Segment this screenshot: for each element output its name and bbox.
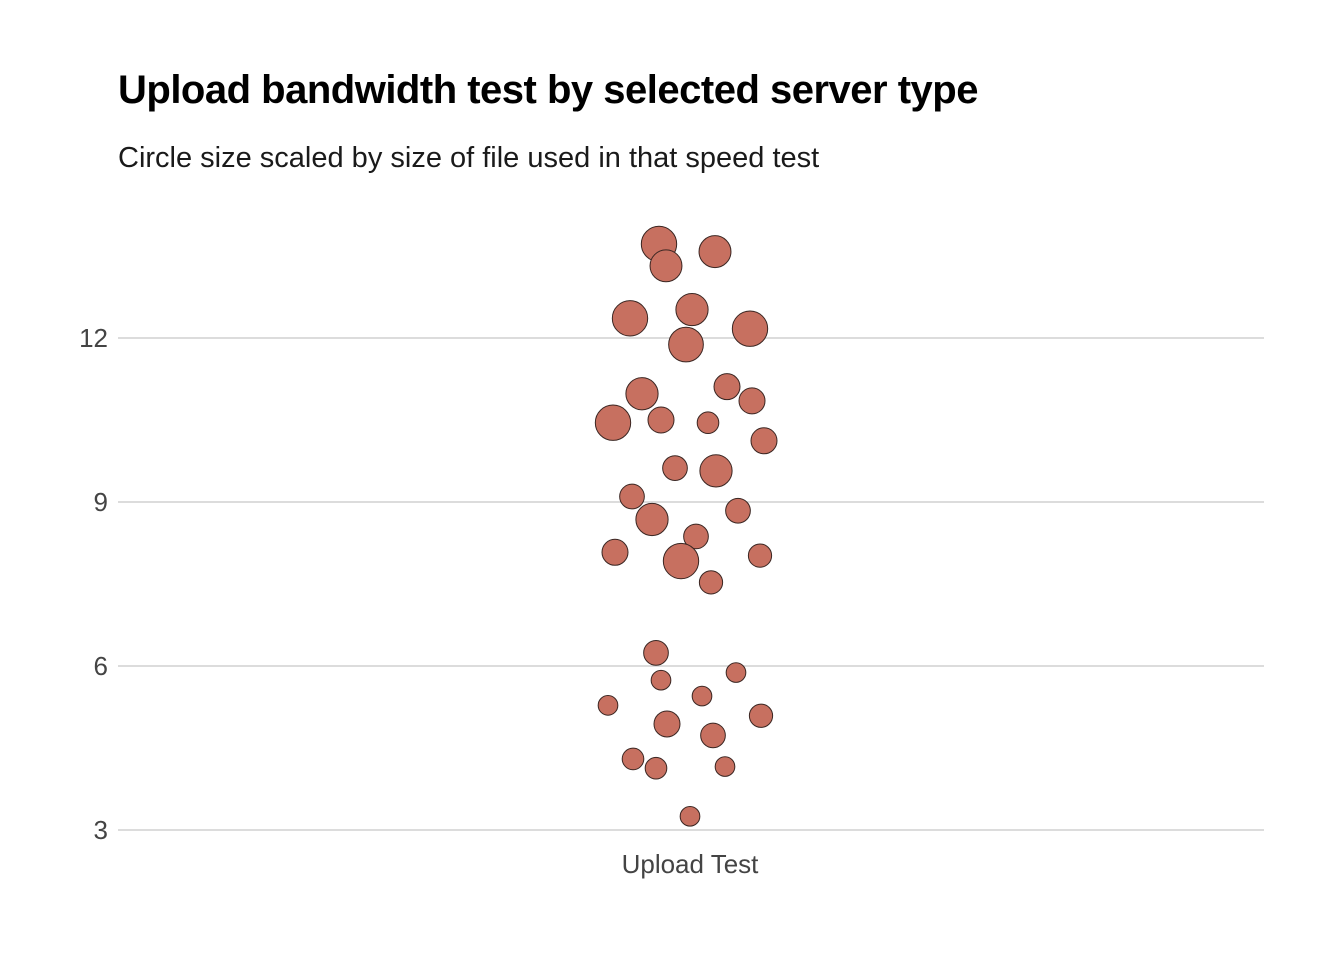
data-point bbox=[750, 427, 778, 455]
data-point bbox=[675, 292, 709, 327]
data-point bbox=[647, 406, 675, 434]
data-point bbox=[747, 543, 773, 568]
data-point bbox=[679, 806, 701, 827]
data-point bbox=[611, 300, 649, 337]
data-point bbox=[683, 523, 709, 550]
data-point bbox=[700, 722, 726, 749]
data-point bbox=[698, 235, 732, 269]
chart-subtitle: Circle size scaled by size of file used … bbox=[118, 142, 820, 174]
data-point bbox=[725, 497, 751, 524]
data-points bbox=[594, 225, 778, 827]
data-point bbox=[662, 455, 688, 481]
data-point bbox=[621, 747, 645, 771]
y-tick-label: 12 bbox=[79, 323, 108, 353]
data-point bbox=[691, 685, 713, 707]
data-point bbox=[738, 387, 766, 415]
data-point bbox=[696, 411, 720, 435]
data-point bbox=[597, 695, 619, 716]
data-point bbox=[601, 538, 629, 566]
chart-title: Upload bandwidth test by selected server… bbox=[118, 68, 978, 112]
y-tick-label: 3 bbox=[94, 815, 108, 845]
data-point bbox=[698, 570, 724, 595]
data-point bbox=[653, 710, 681, 738]
data-point bbox=[714, 756, 736, 777]
data-point bbox=[731, 310, 769, 347]
data-point bbox=[713, 373, 741, 401]
data-point bbox=[625, 377, 659, 411]
data-point bbox=[699, 454, 733, 488]
data-point bbox=[668, 326, 704, 363]
data-point bbox=[643, 640, 669, 666]
data-point bbox=[662, 542, 700, 580]
y-tick-label: 6 bbox=[94, 651, 108, 681]
data-point bbox=[594, 404, 632, 441]
y-axis-ticks: 3 6 9 12 bbox=[79, 323, 108, 845]
data-point bbox=[644, 756, 668, 780]
data-point bbox=[619, 483, 645, 510]
data-point bbox=[650, 669, 672, 691]
x-axis-ticks: Upload Test bbox=[622, 849, 760, 879]
data-point bbox=[725, 662, 747, 683]
x-tick-label: Upload Test bbox=[622, 849, 760, 879]
y-tick-label: 9 bbox=[94, 487, 108, 517]
data-point bbox=[649, 249, 683, 283]
data-point bbox=[748, 703, 774, 728]
gridlines bbox=[118, 337, 1264, 831]
data-point bbox=[635, 502, 669, 537]
